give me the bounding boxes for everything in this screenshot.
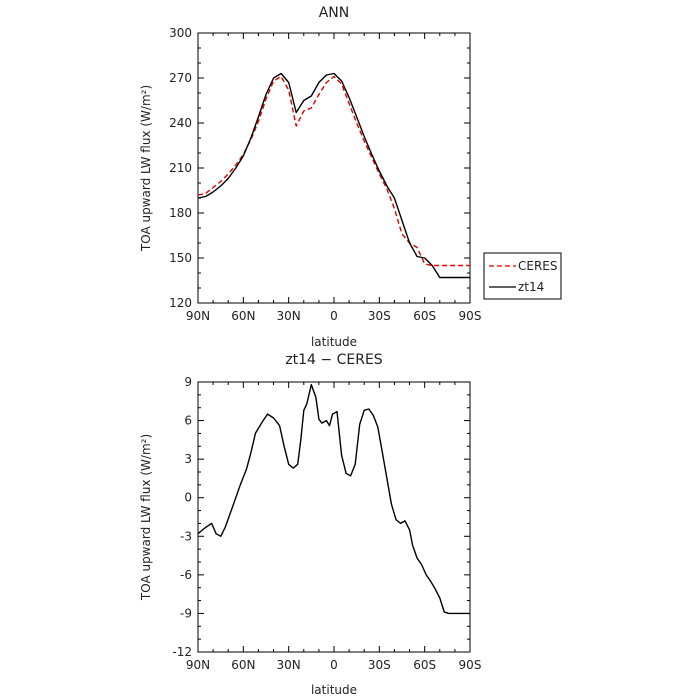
x-tick-label: 90N <box>186 658 210 672</box>
x-tick-label: 0 <box>330 309 338 323</box>
legend-label-zt14: zt14 <box>518 280 544 294</box>
y-tick-label: 180 <box>169 206 192 220</box>
y-tick-label: 3 <box>184 452 192 466</box>
x-tick-label: 30N <box>277 658 301 672</box>
x-tick-label: 90S <box>459 309 482 323</box>
x-axis-title: latitude <box>311 335 357 349</box>
chart-title: zt14 − CERES <box>285 352 382 368</box>
x-tick-label: 30N <box>277 309 301 323</box>
x-tick-label: 60N <box>231 309 255 323</box>
x-tick-label: 60N <box>231 658 255 672</box>
series-line-ceres <box>197 75 470 267</box>
y-tick-label: 210 <box>169 161 192 175</box>
legend-box <box>483 252 562 300</box>
legend-label-ceres: CERES <box>518 259 558 273</box>
x-tick-label: 30S <box>368 658 391 672</box>
y-tick-label: 300 <box>169 26 192 40</box>
x-tick-label: 60S <box>413 658 436 672</box>
legend: CERES zt14 <box>483 252 562 300</box>
series-line-zt14 <box>197 72 470 279</box>
series-line-difference <box>197 383 470 615</box>
y-axis-title: TOA upward LW flux (W/m²) <box>139 434 153 601</box>
x-tick-label: 30S <box>368 309 391 323</box>
x-axis-title: latitude <box>311 683 357 697</box>
y-tick-label: 0 <box>184 491 192 505</box>
y-tick-label: 9 <box>184 375 192 389</box>
y-tick-label: 120 <box>169 296 192 310</box>
chart-annual-flux: ANN 90N 60N 30N 0 30S 60S 90S 120 150 180 210 240 27… <box>139 5 481 349</box>
y-tick-label: -12 <box>172 645 192 659</box>
x-tick-label: 60S <box>413 309 436 323</box>
plot-area: 90N 60N 30N 0 30S 60S 90S 120 150 180 210 240 270 300 <box>169 26 481 323</box>
y-axis-title: TOA upward LW flux (W/m²) <box>139 85 153 252</box>
x-tick-label: 90N <box>186 309 210 323</box>
plot-area: 90N 60N 30N 0 30S 60S 90S -12 -9 -6 -3 0 3 6 9 <box>172 375 481 672</box>
x-tick-label: 0 <box>330 658 338 672</box>
y-tick-label: 6 <box>184 414 192 428</box>
chart-title: ANN <box>319 5 350 21</box>
y-tick-label: 150 <box>169 251 192 265</box>
x-tick-label: 90S <box>459 658 482 672</box>
y-tick-label: -3 <box>180 529 192 543</box>
y-tick-label: 240 <box>169 116 192 130</box>
y-tick-label: 270 <box>169 71 192 85</box>
y-tick-label: -6 <box>180 568 192 582</box>
chart-difference: zt14 − CERES 90N 60N 30N 0 30S 60S 90S -12 -9 -6 -… <box>139 352 481 697</box>
y-tick-label: -9 <box>180 606 192 620</box>
